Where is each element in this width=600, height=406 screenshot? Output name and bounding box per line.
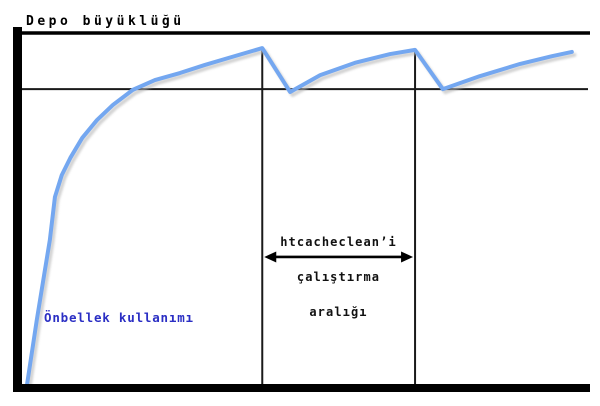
- interval-arrow-right-head: [401, 251, 414, 263]
- interval-arrow-left-head: [264, 251, 277, 263]
- y-axis-title: Depo büyüklüğü: [26, 14, 185, 29]
- y-axis-bar: [13, 27, 22, 392]
- annotation-line-2: çalıştırma: [296, 269, 381, 284]
- annotation-line-3: aralığı: [309, 305, 368, 320]
- interval-annotation: htcacheclean’i çalıştırma aralığı: [262, 213, 415, 343]
- cache-usage-curve: [25, 46, 574, 386]
- x-axis-bar: [13, 384, 590, 392]
- annotation-line-1: htcacheclean’i: [280, 234, 397, 249]
- series-label: Önbellek kullanımı: [44, 310, 194, 325]
